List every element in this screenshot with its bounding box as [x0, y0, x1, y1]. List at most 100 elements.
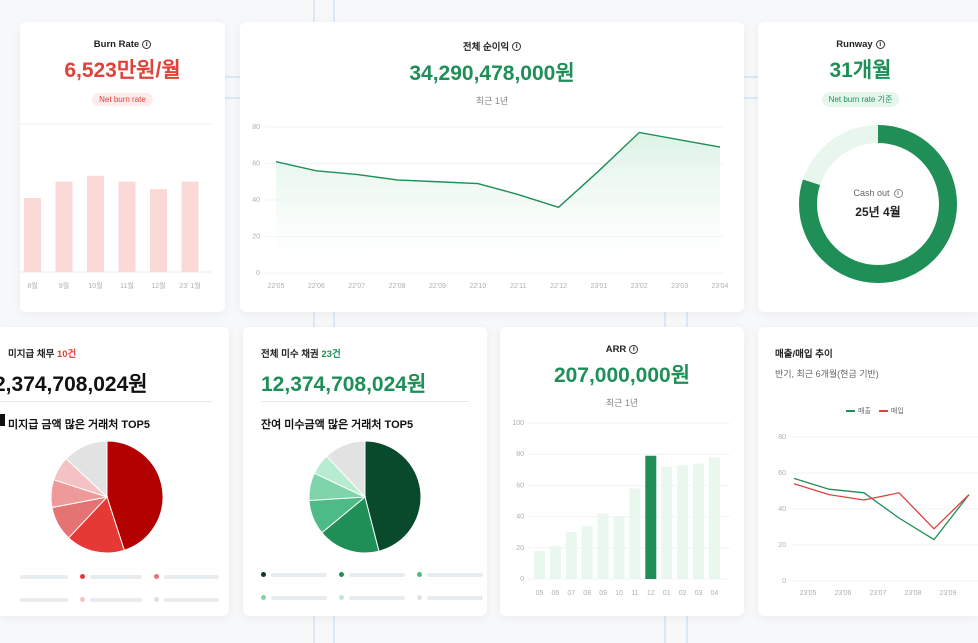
x-tick-label: 22'11	[510, 283, 526, 290]
x-tick-label: 07	[567, 590, 575, 597]
pie-slice	[364, 440, 422, 552]
bar	[55, 181, 73, 272]
arr-bar-chart: 0 20 40 60 80 100 05 06 07 08 09 10 11 12 01 02 03 04	[512, 420, 730, 597]
bar	[150, 189, 167, 272]
y-tick-label: 0	[256, 270, 260, 277]
x-tick-label: 22'05	[268, 283, 285, 290]
legend-dot	[154, 597, 159, 602]
info-icon[interactable]: i	[629, 345, 639, 354]
x-tick-label: 23'08	[905, 590, 922, 597]
cash-out-label: Cash out	[853, 188, 890, 198]
receivables-legend-row-2	[261, 595, 483, 600]
runway-value: 31개월	[829, 59, 892, 82]
x-tick-label: 11	[631, 590, 638, 597]
bar	[87, 175, 104, 272]
y-tick-label: 40	[778, 506, 786, 513]
x-tick-label: 9월	[59, 281, 69, 290]
y-tick-label: 20	[778, 542, 786, 549]
bar	[549, 546, 561, 579]
bar	[677, 465, 689, 579]
info-icon[interactable]: i	[875, 40, 885, 49]
sales-purchase-subtitle: 반기, 최근 6개월(현금 기반)	[775, 369, 879, 379]
runway-badge: Net burn rate 기준	[821, 92, 900, 107]
receivables-section-title: 잔여 미수금액 많은 거래처 TOP5	[261, 419, 414, 431]
x-tick-label: 23'04	[712, 283, 729, 290]
receivables-count: 23건	[321, 349, 341, 360]
legend-dot	[80, 574, 85, 579]
y-tick-label: 80	[778, 434, 786, 441]
receivables-pie-chart	[308, 440, 422, 554]
burn-rate-value: 6,523만원/월	[64, 59, 181, 82]
net-profit-title: 전체 순이익	[462, 42, 510, 53]
x-tick-label: 05	[536, 590, 544, 597]
payables-pie-chart	[50, 440, 164, 554]
y-tick-label: 60	[516, 482, 524, 489]
x-tick-label: 10월	[88, 281, 102, 290]
bar	[24, 198, 41, 272]
runway-card: Runway i 31개월 Net burn rate 기준 Cash out …	[758, 22, 978, 312]
y-tick-label: 80	[252, 124, 260, 131]
area-fill	[276, 132, 720, 273]
series-line	[793, 477, 970, 541]
payables-legend-row-1	[20, 574, 229, 579]
receivables-value: 12,374,708,024원	[261, 373, 427, 396]
x-tick-label: 22'08	[389, 283, 406, 290]
sales-purchase-line-chart: 0 20 40 60 80 23'05 23'06 23'07 23'08 23'09	[778, 434, 978, 597]
x-tick-label: 22'09	[429, 283, 446, 290]
runway-title: Runway	[836, 39, 873, 50]
bar	[534, 550, 545, 579]
y-tick-label: 100	[512, 420, 524, 427]
cash-out-value: 25년 4월	[855, 205, 901, 219]
y-tick-label: 20	[252, 234, 260, 241]
y-tick-label: 80	[516, 451, 524, 458]
x-tick-label: 01	[663, 590, 671, 597]
pie-slice	[65, 440, 108, 499]
arr-subtitle: 최근 1년	[605, 398, 639, 408]
receivables-card: 전체 미수 채권 23건 12,374,708,024원 잔여 미수금액 많은 …	[243, 327, 487, 616]
legend-dot	[154, 574, 159, 579]
net-profit-card: 전체 순이익 i 34,290,478,000원 최근 1년 0 20 40 60 80…	[240, 22, 744, 312]
y-tick-label: 40	[516, 514, 524, 521]
net-profit-area-chart: 0 20 40 60 80 22'05 22'06 22'07 22'08 22'09 22'10 2…	[252, 124, 729, 290]
receivables-title: 전체 미수 채권	[261, 349, 319, 360]
x-tick-label: 23'06	[835, 590, 852, 597]
series-line	[275, 131, 721, 209]
x-tick-label: 06	[552, 590, 560, 597]
x-tick-label: 23'01	[590, 283, 607, 290]
x-tick-label: 23'09	[940, 590, 957, 597]
info-icon[interactable]: i	[512, 41, 522, 51]
pie-slice	[325, 440, 366, 499]
legend-dot	[261, 572, 266, 577]
pie-slice	[67, 496, 125, 554]
x-tick-label: 02	[679, 590, 687, 597]
y-tick-label: 60	[778, 470, 786, 477]
series-line	[793, 483, 970, 530]
pie-slice	[106, 440, 164, 551]
bar	[661, 466, 673, 579]
info-icon[interactable]: i	[142, 40, 152, 49]
legend-dot	[417, 572, 422, 577]
x-tick-label: 23'02	[631, 283, 648, 290]
donut-segment	[799, 125, 957, 283]
bar	[597, 513, 609, 579]
receivables-legend-row-1	[261, 572, 483, 577]
legend-dot	[339, 595, 344, 600]
y-tick-label: 40	[252, 197, 260, 204]
legend-dot	[80, 597, 85, 602]
bar	[708, 457, 720, 579]
runway-donut-chart	[799, 125, 957, 283]
x-tick-label: 23'03	[671, 283, 688, 290]
legend-dot	[261, 595, 266, 600]
x-tick-label: 10	[615, 590, 623, 597]
info-icon[interactable]: i	[893, 188, 903, 198]
x-tick-label: 04	[711, 590, 719, 597]
x-tick-label: 23' 1월	[179, 281, 200, 290]
arr-value: 207,000,000원	[553, 364, 691, 387]
arr-card: ARR i 207,000,000원 최근 1년 0 20 40 60 80 100 05 0…	[500, 327, 744, 616]
x-tick-label: 22'12	[550, 283, 567, 290]
net-profit-value: 34,290,478,000원	[409, 62, 575, 85]
bar	[613, 516, 625, 579]
payables-title: 미지급 채무	[8, 349, 55, 360]
sales-purchase-title: 매출/매입 추이	[775, 349, 833, 360]
x-tick-label: 12월	[151, 281, 165, 290]
